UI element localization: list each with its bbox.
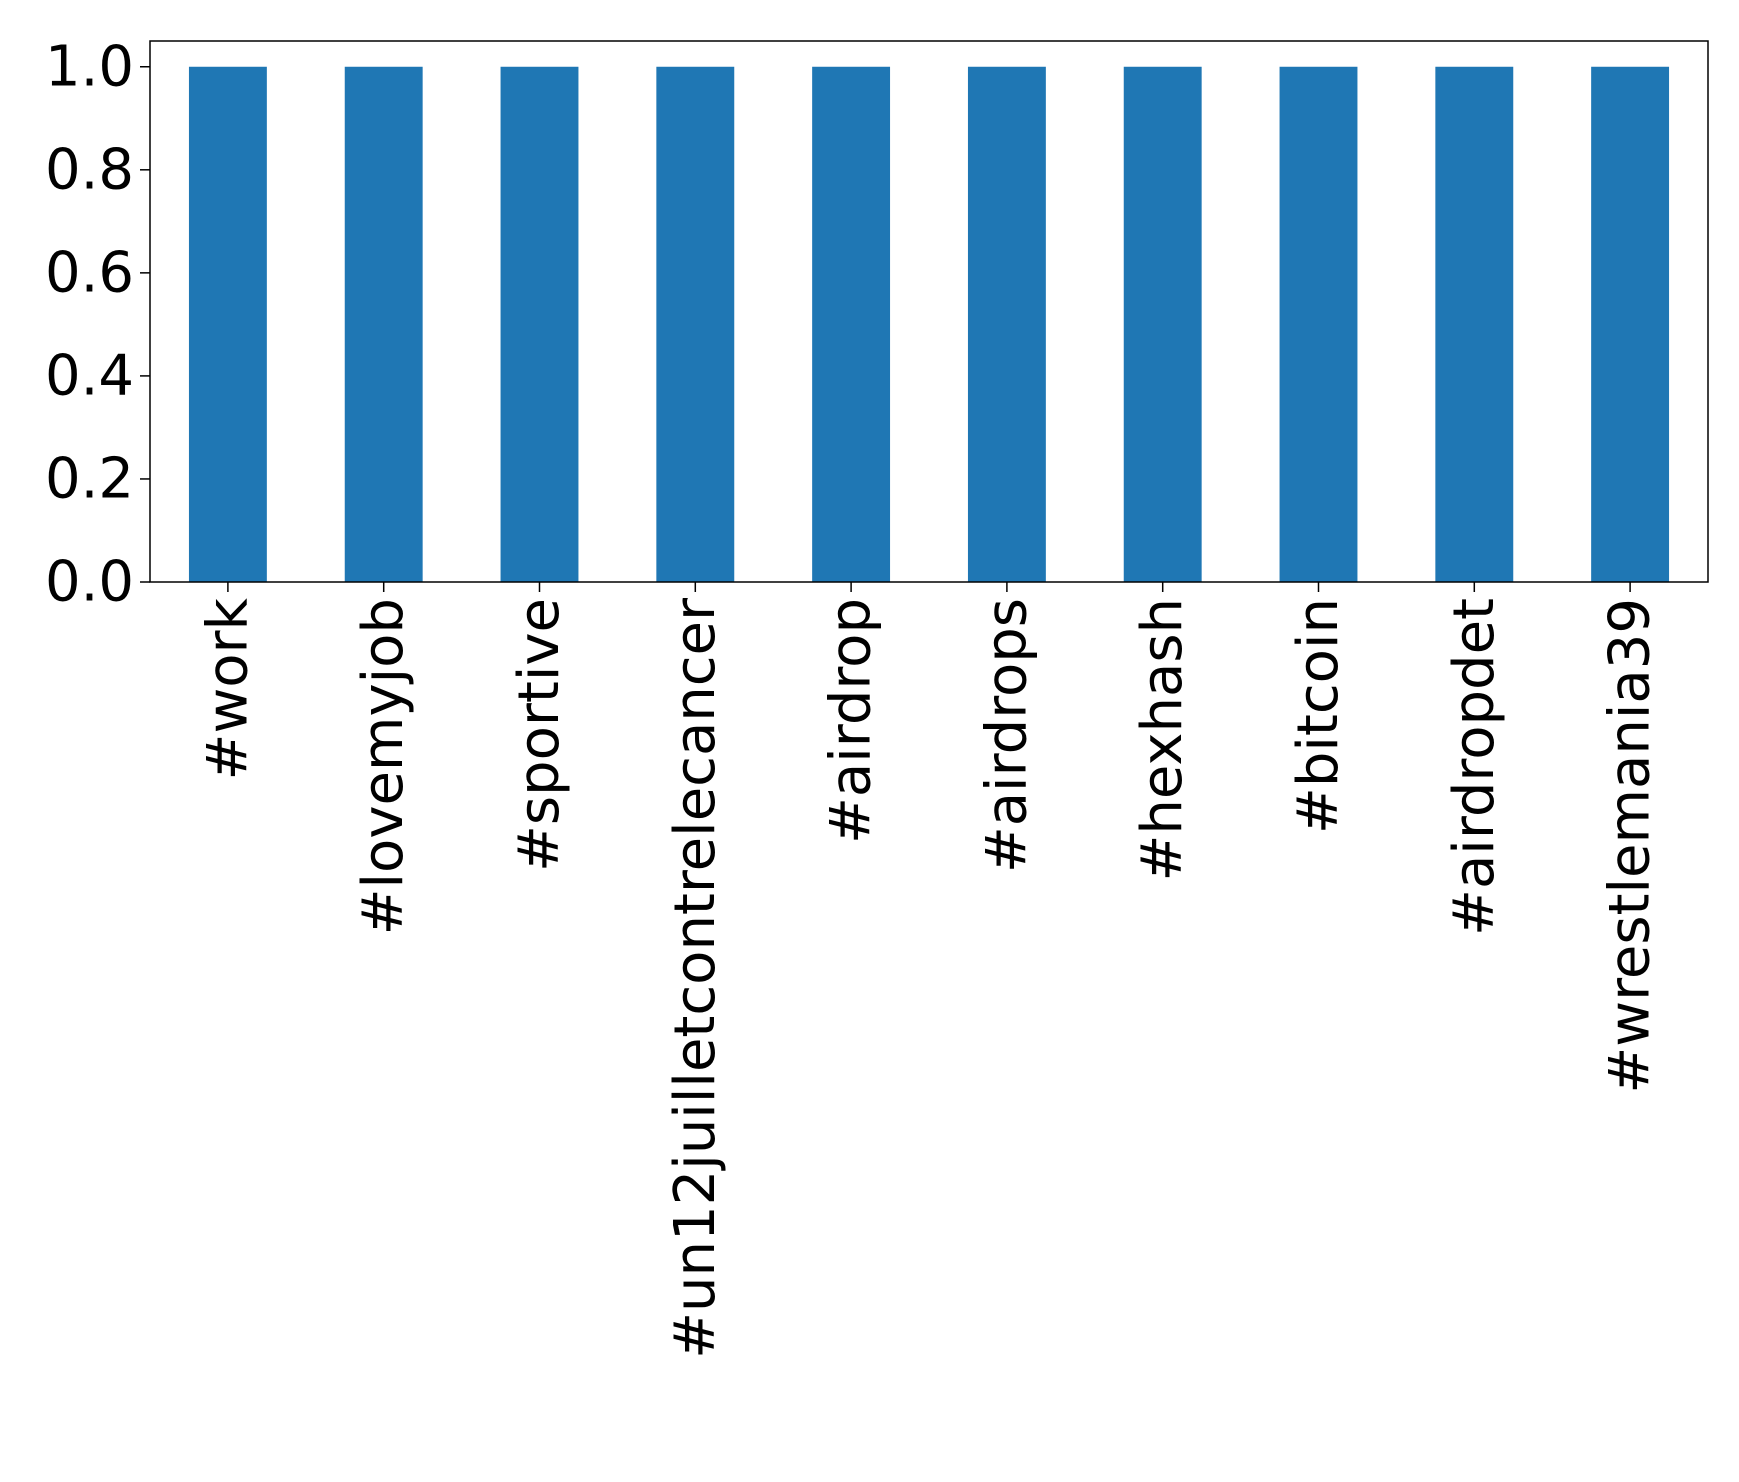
bar-6 [967,66,1046,582]
plot-frame [149,40,1709,583]
bar-5 [812,66,891,582]
bar-9 [1435,66,1514,582]
x-tick-label: #airdrop [819,598,884,844]
x-tick-label: #airdrops [974,598,1039,873]
x-tick-label: #hexhash [1130,598,1195,882]
bars-layer [188,66,1670,582]
x-axis: #work #lovemyjob #sportive #un12juilletcont… [195,582,1663,1359]
x-tick-label: #wrestlemania39 [1598,598,1663,1094]
x-tick-label: #airdropdet [1442,598,1507,936]
x-tick-label: #lovemyjob [351,598,416,935]
bar-4 [656,66,735,582]
x-tick-label: #sportive [507,598,572,872]
bar-3 [500,66,579,582]
bar-2 [344,66,423,582]
y-tick-label: 1.0 [45,34,134,99]
bar-8 [1279,66,1358,582]
x-tick-label: #un12juilletcontrelecancer [663,597,728,1359]
bar-1 [188,66,267,582]
y-tick-label: 0.8 [45,137,134,202]
y-tick-label: 0.6 [45,240,134,305]
x-tick-label: #bitcoin [1286,598,1351,834]
y-tick-label: 0.2 [45,446,134,511]
y-axis: 0.0 0.2 0.4 0.6 0.8 1.0 [45,34,150,615]
x-tick-label: #work [195,597,260,780]
y-tick-label: 0.4 [45,343,134,408]
bar-10 [1591,66,1670,582]
bar-7 [1123,66,1202,582]
y-tick-label: 0.0 [45,550,134,615]
